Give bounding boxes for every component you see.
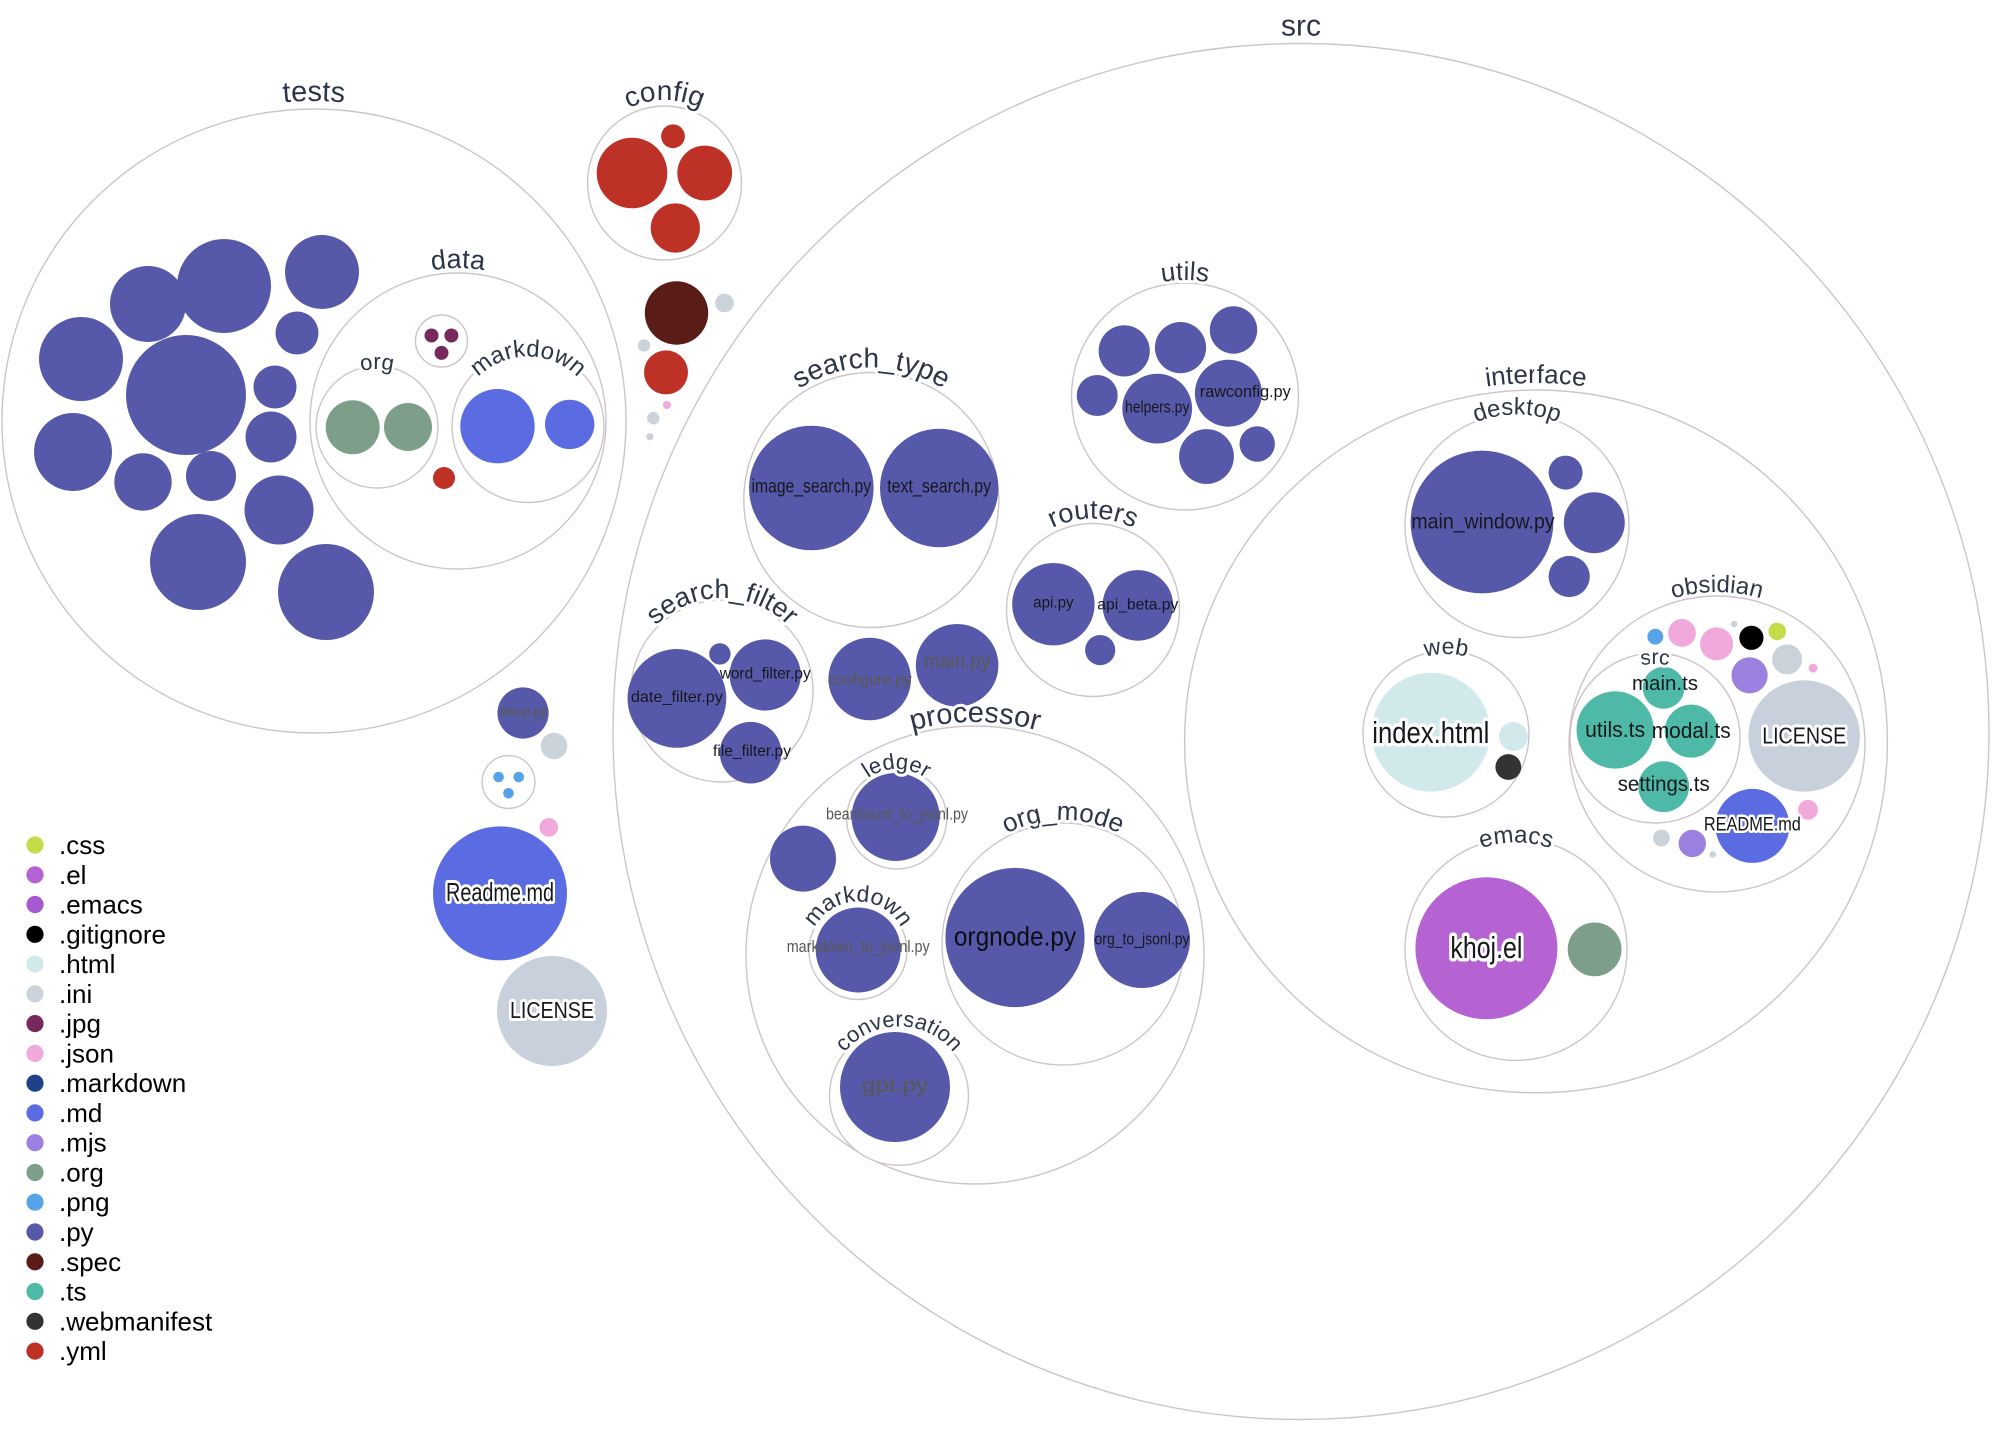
svg-text:beancount_to_jsonl.py: beancount_to_jsonl.py xyxy=(826,805,968,824)
svg-text:text_search.py: text_search.py xyxy=(887,477,991,498)
svg-text:configure.py: configure.py xyxy=(828,671,913,689)
svg-text:org_to_jsonl.py: org_to_jsonl.py xyxy=(1095,930,1190,949)
svg-text:.gitignore: .gitignore xyxy=(59,919,166,949)
svg-text:data: data xyxy=(429,244,488,276)
svg-text:.spec: .spec xyxy=(59,1247,121,1277)
svg-text:markdown_to_jsonl.py: markdown_to_jsonl.py xyxy=(787,937,930,956)
svg-text:utils: utils xyxy=(1159,256,1212,288)
svg-text:.ini: .ini xyxy=(59,979,92,1009)
svg-text:.html: .html xyxy=(59,949,115,979)
svg-text:LICENSE: LICENSE xyxy=(510,997,594,1023)
svg-text:tests: tests xyxy=(281,76,346,109)
svg-text:word_filter.py: word_filter.py xyxy=(719,666,811,683)
svg-text:main_window.py: main_window.py xyxy=(1411,511,1555,534)
svg-text:setup.py: setup.py xyxy=(499,703,547,720)
svg-text:file_filter.py: file_filter.py xyxy=(713,743,791,760)
svg-text:date_filter.py: date_filter.py xyxy=(631,689,723,706)
svg-text:.ts: .ts xyxy=(59,1277,86,1307)
svg-text:.mjs: .mjs xyxy=(59,1128,107,1158)
svg-text:api.py: api.py xyxy=(1033,595,1074,612)
svg-text:khoj.el: khoj.el xyxy=(1450,930,1522,965)
svg-text:LICENSE: LICENSE xyxy=(1762,723,1846,749)
svg-text:utils.ts: utils.ts xyxy=(1585,717,1645,742)
svg-text:settings.ts: settings.ts xyxy=(1618,773,1710,796)
svg-text:src: src xyxy=(1639,646,1671,670)
svg-text:orgnode.py: orgnode.py xyxy=(954,922,1077,952)
svg-text:.emacs: .emacs xyxy=(59,890,143,920)
svg-text:.css: .css xyxy=(59,830,105,860)
svg-text:.org: .org xyxy=(59,1158,104,1188)
svg-text:README.md: README.md xyxy=(1704,814,1801,835)
svg-text:web: web xyxy=(1421,633,1471,662)
svg-text:org: org xyxy=(358,349,396,376)
svg-text:main.ts: main.ts xyxy=(1632,673,1698,695)
svg-text:modal.ts: modal.ts xyxy=(1652,718,1731,743)
svg-text:.md: .md xyxy=(59,1098,102,1128)
svg-text:helpers.py: helpers.py xyxy=(1125,399,1190,417)
svg-text:.webmanifest: .webmanifest xyxy=(59,1306,213,1336)
svg-text:processor: processor xyxy=(906,697,1044,737)
svg-text:src: src xyxy=(1281,9,1322,42)
svg-text:.png: .png xyxy=(59,1187,110,1217)
svg-text:api_beta.py: api_beta.py xyxy=(1097,596,1178,613)
svg-text:Readme.md: Readme.md xyxy=(446,877,554,907)
svg-text:.markdown: .markdown xyxy=(59,1068,186,1098)
svg-text:image_search.py: image_search.py xyxy=(752,477,872,498)
svg-text:interface: interface xyxy=(1483,359,1588,392)
svg-text:.el: .el xyxy=(59,860,86,890)
svg-text:.jpg: .jpg xyxy=(59,1009,101,1039)
svg-text:gpt.py: gpt.py xyxy=(862,1075,929,1097)
svg-text:index.html: index.html xyxy=(1372,715,1489,750)
svg-text:.json: .json xyxy=(59,1038,114,1068)
svg-text:.yml: .yml xyxy=(59,1336,107,1366)
svg-text:main.py: main.py xyxy=(924,651,990,673)
svg-text:.py: .py xyxy=(59,1217,94,1247)
svg-text:rawconfig.py: rawconfig.py xyxy=(1200,383,1292,401)
